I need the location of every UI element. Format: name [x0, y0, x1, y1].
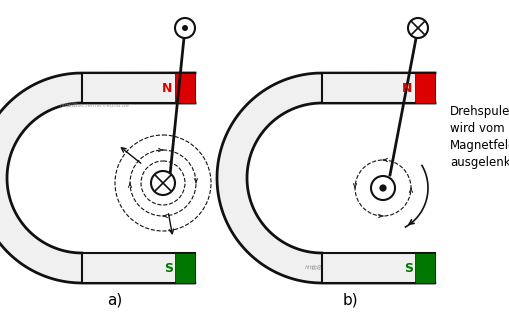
Bar	[321, 73, 434, 103]
Bar	[174, 253, 194, 283]
Text: http://tec.lehrerfreund.de: http://tec.lehrerfreund.de	[60, 102, 130, 108]
Bar	[82, 73, 194, 103]
Text: ⚙⚙: ⚙⚙	[310, 265, 323, 271]
Bar	[321, 253, 434, 283]
Polygon shape	[216, 73, 434, 283]
Text: a): a)	[107, 292, 122, 307]
Circle shape	[407, 18, 427, 38]
Text: Drehspule
wird vom
Magnetfeld
ausgelenkt: Drehspule wird vom Magnetfeld ausgelenkt	[449, 105, 509, 169]
Text: b): b)	[342, 292, 357, 307]
Circle shape	[151, 171, 175, 195]
Text: S: S	[163, 262, 173, 274]
Text: http://tec.lehrerfreund.de: http://tec.lehrerfreund.de	[304, 266, 374, 270]
Text: ⚙⚙: ⚙⚙	[66, 102, 78, 108]
Bar	[414, 73, 434, 103]
Circle shape	[379, 184, 386, 192]
Polygon shape	[0, 73, 194, 283]
Text: N: N	[402, 81, 412, 95]
Circle shape	[182, 25, 188, 31]
Circle shape	[370, 176, 394, 200]
Bar	[414, 253, 434, 283]
Bar	[174, 73, 194, 103]
Circle shape	[175, 18, 194, 38]
Text: S: S	[403, 262, 412, 274]
Bar	[82, 253, 194, 283]
Text: N: N	[162, 81, 173, 95]
